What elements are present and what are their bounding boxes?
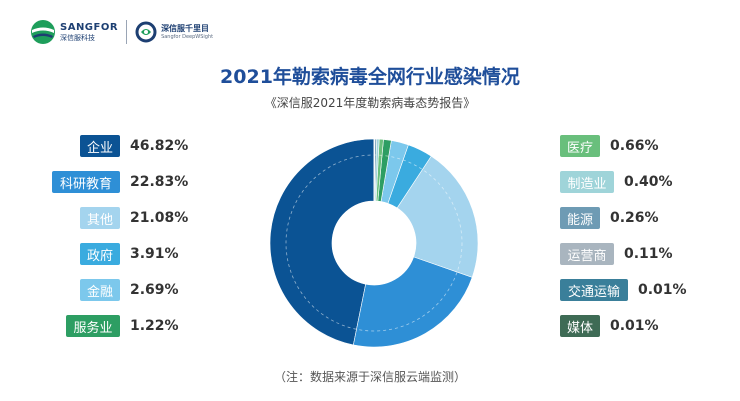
legend-item-enterprise: 企业 46.82% <box>80 135 240 157</box>
legend-value: 46.82% <box>130 138 189 154</box>
deepwsight-name: 深信服千里目 <box>161 23 210 33</box>
sangfor-logo: SANGFOR 深信服科技 <box>30 19 118 45</box>
legend-label: 运营商 <box>567 248 607 264</box>
deepwsight-sub: Sangfor DeepWSight <box>161 33 214 40</box>
legend-item-energy: 能源 0.26% <box>560 207 690 229</box>
legend-value: 3.91% <box>130 246 179 262</box>
legend-item-carrier: 运营商 0.11% <box>560 243 700 265</box>
legend-item-medical: 医疗 0.66% <box>560 135 690 157</box>
legend-label: 企业 <box>86 140 113 156</box>
legend-swatch: 政府 <box>80 243 120 265</box>
legend-item-other: 其他 21.08% <box>80 207 240 229</box>
legend-swatch: 医疗 <box>560 135 600 157</box>
chart-subtitle: 《深信服2021年度勒索病毒态势报告》 <box>264 96 476 110</box>
sangfor-sub: 深信服科技 <box>60 33 95 42</box>
legend-swatch: 交通运输 <box>560 279 628 301</box>
legend-label: 媒体 <box>566 320 593 336</box>
pie-dashed-ring <box>285 154 463 332</box>
legend-swatch: 制造业 <box>560 171 614 193</box>
legend-item-research-education: 科研教育 22.83% <box>52 171 242 193</box>
legend-value: 0.26% <box>610 210 659 226</box>
legend-value: 0.01% <box>610 318 659 334</box>
legend-label: 交通运输 <box>567 284 620 300</box>
legend-item-finance: 金融 2.69% <box>80 279 240 301</box>
logo-bar: SANGFOR 深信服科技 深信服千里目 Sangfor DeepWSight <box>30 18 213 46</box>
pie-center-hole <box>332 201 416 285</box>
legend-value: 1.22% <box>130 318 179 334</box>
legend-item-media: 媒体 0.01% <box>560 315 690 337</box>
legend-label: 服务业 <box>73 320 113 336</box>
legend-label: 科研教育 <box>59 176 112 192</box>
legend-label: 其他 <box>86 212 113 228</box>
legend-label: 能源 <box>566 212 593 228</box>
legend-swatch: 能源 <box>560 207 600 229</box>
legend-item-transportation: 交通运输 0.01% <box>560 279 720 301</box>
legend-item-manufacturing: 制造业 0.40% <box>560 171 700 193</box>
legend-swatch: 金融 <box>80 279 120 301</box>
legend-swatch: 媒体 <box>560 315 600 337</box>
legend-item-services: 服务业 1.22% <box>66 315 236 337</box>
legend-swatch: 运营商 <box>560 243 614 265</box>
legend-value: 0.01% <box>638 282 687 298</box>
chart-title: 2021年勒索病毒全网行业感染情况 <box>220 66 520 88</box>
legend-item-government: 政府 3.91% <box>80 243 240 265</box>
legend-value: 2.69% <box>130 282 179 298</box>
legend-label: 金融 <box>86 284 113 300</box>
legend-label: 政府 <box>86 248 113 264</box>
legend-label: 医疗 <box>566 140 593 156</box>
deepwsight-logo: 深信服千里目 Sangfor DeepWSight <box>135 21 213 43</box>
sangfor-name: SANGFOR <box>60 21 119 33</box>
legend-swatch: 企业 <box>80 135 120 157</box>
legend-swatch: 科研教育 <box>52 171 120 193</box>
source-note: （注：数据来源于深信服云端监测） <box>273 370 466 384</box>
legend-swatch: 服务业 <box>66 315 120 337</box>
legend-label: 制造业 <box>567 176 607 192</box>
legend-value: 21.08% <box>130 210 189 226</box>
legend-value: 0.11% <box>624 246 673 262</box>
legend-value: 0.40% <box>624 174 673 190</box>
logo-divider <box>126 20 128 44</box>
legend-swatch: 其他 <box>80 207 120 229</box>
deepwsight-eye-icon <box>135 21 157 43</box>
legend-value: 0.66% <box>610 138 659 154</box>
sangfor-globe-icon <box>31 20 55 44</box>
legend-value: 22.83% <box>130 174 189 190</box>
